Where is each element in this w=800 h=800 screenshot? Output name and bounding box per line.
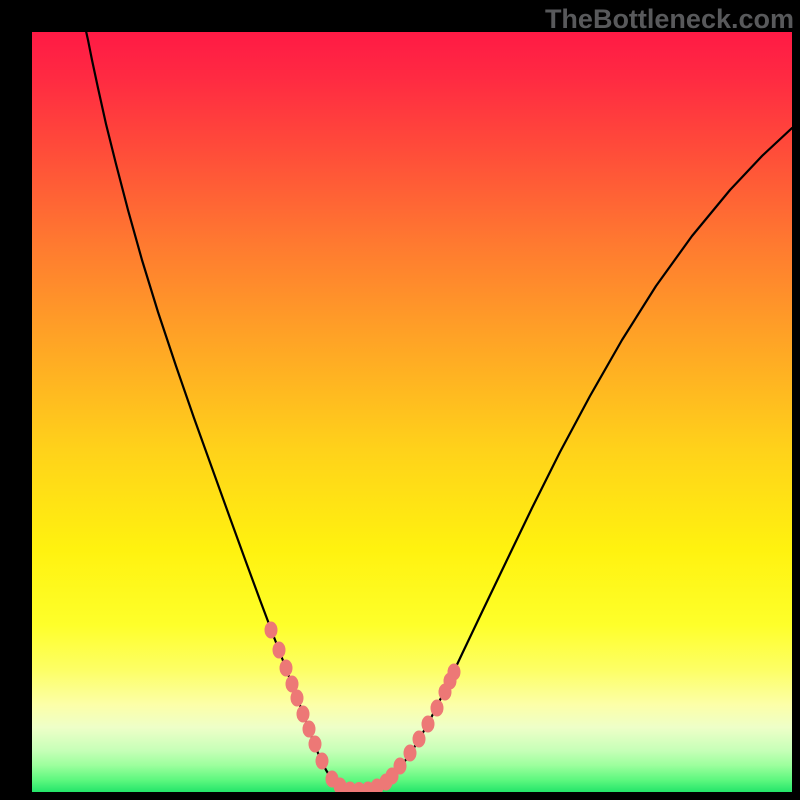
curve-marker xyxy=(422,716,435,733)
curve-marker xyxy=(280,660,293,677)
curve-marker xyxy=(394,758,407,775)
curve-marker xyxy=(404,745,417,762)
chart-plot-area xyxy=(32,32,792,792)
chart-background xyxy=(32,32,792,792)
curve-marker xyxy=(265,622,278,639)
curve-marker xyxy=(273,642,286,659)
curve-marker xyxy=(448,664,461,681)
curve-marker xyxy=(413,731,426,748)
curve-marker xyxy=(291,690,304,707)
watermark-label: TheBottleneck.com xyxy=(545,4,794,35)
curve-marker xyxy=(309,736,322,753)
curve-marker xyxy=(316,753,329,770)
curve-marker xyxy=(431,700,444,717)
curve-marker xyxy=(303,721,316,738)
chart-svg xyxy=(32,32,792,792)
curve-marker xyxy=(297,706,310,723)
